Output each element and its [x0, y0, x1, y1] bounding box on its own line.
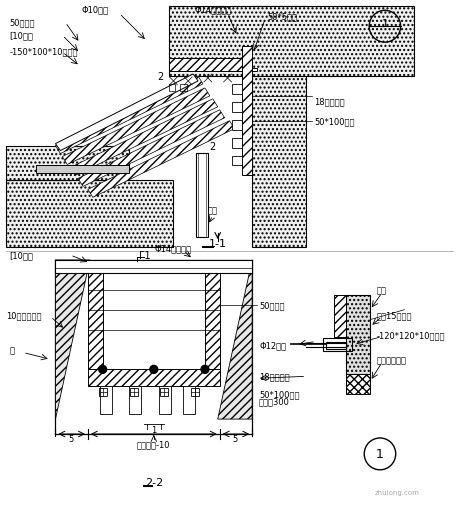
- Text: 预埋15厚木板: 预埋15厚木板: [376, 311, 412, 320]
- Bar: [322, 338, 352, 352]
- Polygon shape: [36, 166, 129, 174]
- Bar: [129, 386, 141, 414]
- Bar: [6, 252, 452, 498]
- Text: 1: 1: [381, 19, 388, 29]
- Text: 50厚木板: 50厚木板: [258, 300, 284, 310]
- Bar: [180, 85, 187, 92]
- Text: Φ14对位螺栓: Φ14对位螺栓: [155, 244, 192, 253]
- Polygon shape: [251, 8, 306, 247]
- Bar: [345, 295, 369, 375]
- Bar: [183, 386, 194, 414]
- Circle shape: [200, 366, 208, 374]
- Bar: [325, 342, 345, 350]
- Text: 钙管: 钙管: [207, 207, 217, 215]
- Text: Φ14对位螺栓: Φ14对位螺栓: [194, 6, 231, 15]
- Polygon shape: [56, 261, 90, 419]
- Text: -120*120*10预埋件: -120*120*10预埋件: [376, 330, 444, 339]
- Text: 5: 5: [69, 435, 74, 443]
- Bar: [232, 156, 242, 166]
- Bar: [6, 8, 452, 247]
- Bar: [159, 388, 167, 396]
- Text: 高强塑料坠块: 高强塑料坠块: [376, 355, 406, 364]
- Text: 2: 2: [157, 72, 163, 82]
- Bar: [333, 295, 345, 337]
- Bar: [198, 153, 206, 238]
- Text: 50*100方木: 50*100方木: [313, 117, 354, 126]
- Text: 1: 1: [151, 425, 156, 434]
- Bar: [168, 59, 251, 72]
- Polygon shape: [88, 122, 234, 198]
- Bar: [88, 261, 102, 370]
- Polygon shape: [6, 146, 129, 181]
- Text: zhulong.com: zhulong.com: [374, 489, 419, 495]
- Bar: [205, 261, 219, 370]
- Text: 5: 5: [232, 435, 238, 443]
- Text: 间距为300: 间距为300: [258, 397, 289, 406]
- Bar: [242, 47, 251, 176]
- Bar: [99, 388, 106, 396]
- Bar: [232, 85, 242, 94]
- Text: 18厚胶合板: 18厚胶合板: [313, 97, 344, 106]
- Text: -150*100*10钙啶板: -150*100*10钙啶板: [9, 47, 78, 57]
- Text: [10槽钙: [10槽钙: [9, 32, 33, 40]
- Bar: [232, 138, 242, 148]
- Text: 2: 2: [209, 141, 215, 152]
- Bar: [56, 261, 251, 273]
- Text: 1-1: 1-1: [208, 238, 226, 248]
- Text: Γ1: Γ1: [139, 250, 150, 261]
- Text: Φ10螺栓: Φ10螺栓: [81, 6, 108, 15]
- Text: 1: 1: [375, 447, 383, 461]
- Bar: [232, 121, 242, 130]
- Text: Φ12钙筋: Φ12钙筋: [258, 340, 286, 349]
- Text: 50*100方木: 50*100方木: [258, 390, 299, 399]
- Polygon shape: [70, 99, 217, 176]
- Text: 2-2: 2-2: [144, 477, 163, 487]
- Polygon shape: [56, 75, 198, 152]
- Bar: [100, 386, 111, 414]
- Bar: [130, 388, 138, 396]
- Text: 跨距净宽-10: 跨距净宽-10: [137, 439, 170, 448]
- Circle shape: [150, 366, 157, 374]
- Bar: [232, 103, 242, 113]
- Bar: [196, 153, 207, 238]
- Text: 50*5角钙: 50*5角钙: [266, 13, 296, 22]
- Polygon shape: [244, 52, 257, 72]
- Polygon shape: [56, 77, 202, 154]
- Bar: [158, 386, 170, 414]
- Polygon shape: [217, 261, 251, 419]
- Bar: [168, 85, 175, 92]
- Text: 50厚木板: 50厚木板: [9, 19, 35, 28]
- Polygon shape: [78, 111, 224, 187]
- Text: 墙: 墙: [9, 345, 14, 355]
- Text: 支颉: 支颉: [376, 286, 386, 295]
- Text: 10厚海面胶条: 10厚海面胶条: [6, 311, 42, 320]
- Bar: [88, 370, 219, 386]
- Polygon shape: [168, 8, 413, 77]
- Circle shape: [99, 366, 106, 374]
- Bar: [191, 388, 199, 396]
- Text: 18厚胶合板: 18厚胶合板: [258, 372, 289, 381]
- Bar: [345, 375, 369, 394]
- Polygon shape: [62, 89, 209, 165]
- Text: [10槽钙: [10槽钙: [9, 251, 33, 260]
- Polygon shape: [6, 181, 173, 247]
